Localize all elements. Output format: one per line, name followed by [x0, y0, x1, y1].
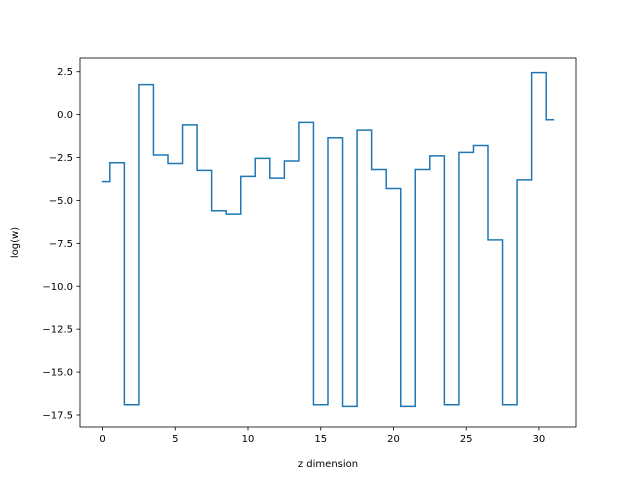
x-tick-label: 15	[314, 434, 327, 445]
series-line-0	[101, 71, 555, 408]
y-tick-label: 2.5	[57, 67, 73, 78]
plot-frame	[79, 57, 577, 428]
x-tick-label: 30	[533, 434, 546, 445]
x-tick-label: 0	[99, 434, 105, 445]
axes-layer: 0 5 10 15 20 25 30 2.5 0.0 −2.5 −5.0 −7.5 −10.0 −12.5…	[10, 57, 577, 470]
x-axis-label: z dimension	[298, 459, 358, 470]
y-tick-label: −5.0	[49, 196, 73, 207]
y-tick-label: −10.0	[42, 282, 73, 293]
y-tick-label: −17.5	[42, 410, 73, 421]
y-tick-label: −12.5	[42, 325, 73, 336]
x-tick-label: 5	[172, 434, 178, 445]
y-tick-label: −7.5	[49, 239, 73, 250]
y-tick-label: −15.0	[42, 368, 73, 379]
y-axis-label: log(w)	[10, 227, 21, 258]
y-tick-label: −2.5	[49, 153, 73, 164]
x-tick-label: 20	[387, 434, 400, 445]
x-tick-label: 10	[242, 434, 255, 445]
series-layer	[101, 71, 555, 408]
x-tick-label: 25	[460, 434, 473, 445]
y-tick-label: 0.0	[57, 110, 73, 121]
